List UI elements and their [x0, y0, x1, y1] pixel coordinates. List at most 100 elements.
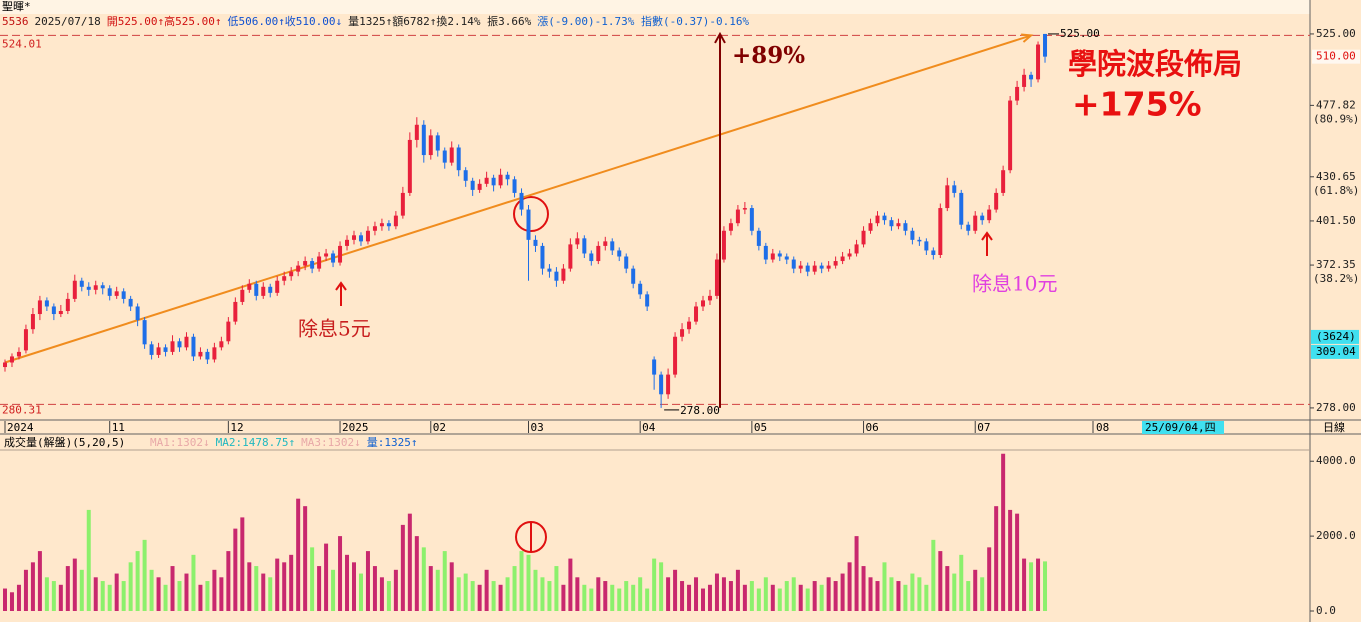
volume-bar	[673, 569, 678, 611]
volume-bar	[435, 569, 440, 611]
trend-line	[4, 34, 1032, 364]
volume-bar	[868, 577, 873, 611]
candle-body	[659, 374, 664, 395]
volume-bar	[268, 577, 273, 611]
volume-bar	[638, 577, 643, 611]
volume-bar	[777, 588, 782, 611]
candle-body	[896, 223, 901, 227]
candle-body	[414, 124, 419, 140]
candle-body	[331, 253, 336, 263]
candle-body	[582, 238, 587, 254]
candle-body	[847, 253, 852, 257]
volume-bar	[533, 569, 538, 611]
volume-bar	[1008, 509, 1013, 611]
volume-bar	[770, 584, 775, 611]
candle-body	[652, 359, 657, 375]
volume-bar	[421, 547, 426, 611]
candle-body	[65, 298, 70, 312]
candle-body	[407, 139, 412, 193]
candle-body	[456, 147, 461, 171]
x-tick-label: 05	[754, 421, 767, 434]
volume-bar	[931, 539, 936, 611]
candle-body	[707, 295, 712, 301]
volume-bar	[1001, 453, 1006, 611]
x-tick-label: 08	[1096, 421, 1109, 434]
candle-body	[345, 239, 350, 246]
candle-body	[589, 253, 594, 262]
volume-bar	[714, 573, 719, 611]
y-tick-label: 2000.0	[1316, 529, 1356, 542]
candle-body	[484, 177, 489, 184]
cursor-box	[1311, 344, 1359, 359]
candle-body	[421, 124, 426, 156]
cursor-count: (3624)	[1316, 330, 1356, 343]
volume-bar	[428, 566, 433, 611]
candle-body	[861, 230, 866, 245]
volume-bar	[16, 584, 21, 611]
volume-bar	[875, 581, 880, 611]
quote-field: 低506.00↑收510.00↓	[227, 14, 342, 28]
highlight-circle	[513, 196, 549, 232]
candle-body	[477, 183, 482, 190]
title-bar	[0, 0, 1310, 14]
fib-note: (80.9%)	[1313, 112, 1359, 125]
high-label: 525.00	[1060, 27, 1100, 40]
volume-bar	[30, 562, 35, 611]
volume-bar	[379, 577, 384, 611]
candle-body	[673, 336, 678, 375]
volume-bar	[952, 573, 957, 611]
volume-bar	[756, 588, 761, 611]
volume-bar	[749, 581, 754, 611]
candle-body	[952, 185, 957, 193]
candle-body	[505, 174, 510, 180]
volume-bar	[603, 581, 608, 611]
x-tick-label: 11	[112, 421, 125, 434]
volume-bar	[617, 588, 622, 611]
candle-body	[973, 215, 978, 231]
dividend-note: 除息10元	[972, 272, 1057, 296]
candle-body	[163, 347, 168, 352]
candle-body	[449, 147, 454, 163]
candle-body	[938, 208, 943, 255]
volume-bar	[205, 581, 210, 611]
volume-bar	[177, 581, 182, 611]
candle-body	[512, 179, 517, 193]
volume-bar	[728, 581, 733, 611]
candle-body	[568, 244, 573, 269]
x-tick-label: 07	[977, 421, 990, 434]
quote-field: 量1325↑額6782↑換2.14% 振3.66%	[348, 14, 531, 28]
volume-bar	[407, 513, 412, 611]
candle-body	[596, 245, 601, 262]
candle-body	[547, 268, 552, 272]
volume-bar	[791, 577, 796, 611]
candle-body	[372, 226, 377, 231]
candle-body	[254, 283, 259, 296]
candle-body	[756, 230, 761, 246]
volume-bar	[23, 569, 28, 611]
candle-body	[931, 250, 936, 255]
candle-body	[324, 253, 329, 257]
x-tick-label: 06	[866, 421, 879, 434]
volume-bar	[917, 577, 922, 611]
candle-body	[994, 192, 999, 210]
headline: 學院波段佈局	[1068, 47, 1242, 81]
candle-body	[966, 224, 971, 231]
volume-bar	[735, 569, 740, 611]
quote-field: 漲(-9.00)-1.73% 指數(-0.37)-0.16%	[537, 14, 749, 28]
candle-body	[400, 192, 405, 216]
volume-bar	[882, 562, 887, 611]
volume-bar	[540, 577, 545, 611]
rise-arrowhead	[714, 31, 726, 44]
headline: +175%	[1072, 85, 1202, 124]
candle-body	[114, 291, 119, 296]
volume-bar	[1029, 562, 1034, 611]
volume-bar	[847, 562, 852, 611]
candle-body	[30, 314, 35, 330]
volume-bar	[352, 562, 356, 611]
candle-body	[198, 351, 203, 357]
candle-body	[526, 209, 531, 240]
x-tick-label: 2025	[342, 421, 369, 434]
candle-body	[100, 285, 105, 289]
candle-body	[296, 265, 301, 272]
candle-body	[149, 344, 154, 355]
